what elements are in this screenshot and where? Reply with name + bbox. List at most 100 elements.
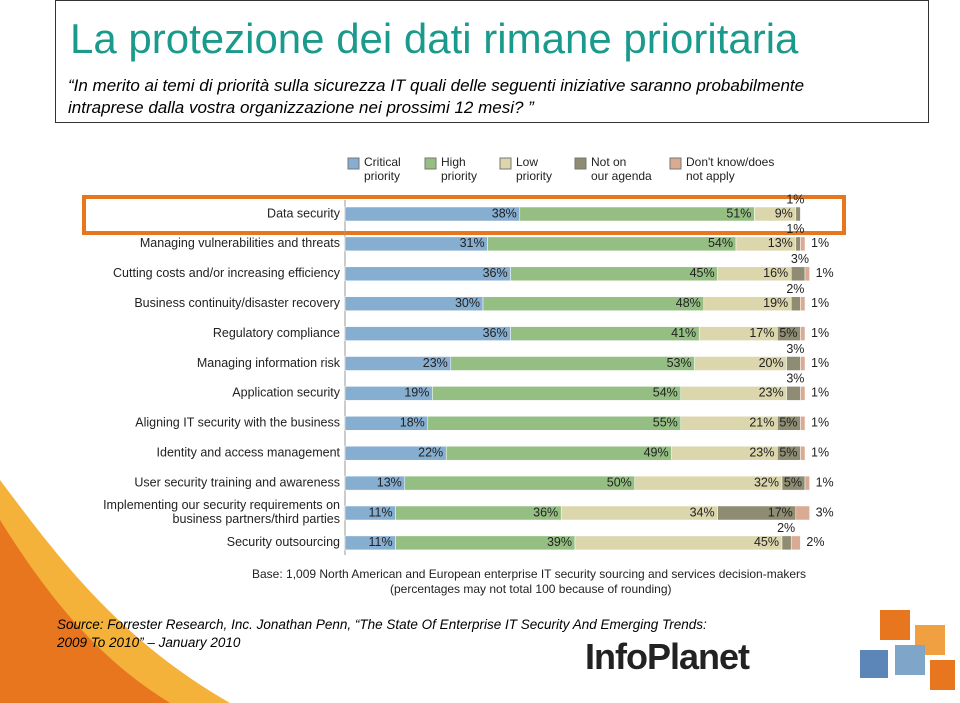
- value-label: 16%: [763, 266, 788, 280]
- bar-segment: [790, 296, 801, 311]
- value-label: 36%: [483, 266, 508, 280]
- value-label: 2%: [777, 521, 795, 535]
- value-label: 38%: [492, 206, 517, 220]
- legend-swatch: [424, 157, 437, 170]
- bar-segment: [519, 206, 755, 222]
- value-label: 1%: [811, 386, 829, 400]
- category-label: Regulatory compliance: [213, 326, 340, 340]
- value-label: 5%: [779, 416, 797, 430]
- category-label: Business continuity/disaster recovery: [134, 296, 340, 310]
- subtitle: “In merito ai temi di priorità sulla sic…: [68, 76, 805, 117]
- value-label: 1%: [811, 356, 829, 370]
- category-label: Managing information risk: [197, 356, 341, 370]
- bar-segment: [445, 445, 672, 461]
- value-label: 23%: [759, 386, 784, 400]
- bar-segment: [786, 356, 801, 371]
- value-label: 45%: [690, 266, 715, 280]
- value-label: 19%: [404, 386, 429, 400]
- value-label: 1%: [816, 475, 834, 489]
- value-label: 3%: [816, 505, 834, 519]
- value-label: 30%: [455, 296, 480, 310]
- value-label: 22%: [418, 445, 443, 459]
- decoration: [0, 520, 170, 703]
- legend-label: Not on our agenda: [591, 155, 652, 183]
- value-label: 51%: [726, 206, 751, 220]
- category-label: Data security: [267, 206, 341, 220]
- category-label: Managing vulnerabilities and threats: [140, 236, 340, 250]
- bar-segment: [487, 236, 737, 252]
- value-label: 17%: [749, 326, 774, 340]
- bar-segment: [427, 416, 682, 431]
- value-label: 1%: [811, 296, 829, 310]
- value-label: 41%: [671, 326, 696, 340]
- value-label: 1%: [786, 192, 804, 206]
- value-label: 21%: [749, 416, 774, 430]
- category-label: Application security: [232, 386, 340, 400]
- value-label: 3%: [786, 342, 804, 356]
- bar-segment: [795, 206, 801, 222]
- bar-segment: [790, 266, 806, 282]
- value-label: 9%: [775, 206, 793, 220]
- title: La protezione dei dati rimane prioritari…: [70, 15, 799, 62]
- value-label: 20%: [759, 356, 784, 370]
- value-label: 18%: [400, 416, 425, 430]
- highlight-box: [82, 195, 846, 235]
- value-label: 23%: [749, 445, 774, 459]
- value-label: 39%: [547, 535, 572, 549]
- value-label: 3%: [786, 372, 804, 386]
- bar-segment: [800, 236, 806, 252]
- value-label: 23%: [423, 356, 448, 370]
- bar-segment: [432, 386, 682, 401]
- legend-swatch: [669, 157, 682, 170]
- category-label: Aligning IT security with the business: [135, 416, 340, 430]
- value-label: 50%: [607, 475, 632, 489]
- value-label: 1%: [811, 236, 829, 250]
- bar-segment: [800, 386, 806, 401]
- bar-segment: [800, 356, 806, 371]
- value-label: 1%: [811, 326, 829, 340]
- value-label: 5%: [784, 475, 802, 489]
- value-label: 5%: [779, 326, 797, 340]
- bar-segment: [510, 266, 718, 282]
- legend-label: Critical priority: [364, 155, 401, 183]
- logo: InfoPlanet: [585, 636, 750, 677]
- value-label: 48%: [676, 296, 701, 310]
- bar-segment: [795, 236, 801, 252]
- value-label: 1%: [786, 222, 804, 236]
- value-label: 13%: [768, 236, 793, 250]
- category-label: Cutting costs and/or increasing efficien…: [113, 266, 341, 280]
- value-label: 49%: [644, 445, 669, 459]
- bar-segment: [800, 326, 806, 341]
- bar-segment: [786, 386, 801, 401]
- legend-label: High priority: [441, 155, 477, 183]
- legend-swatch: [499, 157, 512, 170]
- bar-segment: [450, 356, 695, 371]
- cubes: [860, 610, 955, 690]
- value-label: 13%: [377, 475, 402, 489]
- value-label: 19%: [763, 296, 788, 310]
- bar-segment: [795, 505, 810, 521]
- value-label: 11%: [369, 505, 393, 519]
- legend-label: Don't know/does not apply: [686, 155, 774, 183]
- bar-segment: [790, 535, 801, 551]
- bar-segment: [800, 296, 806, 311]
- note: (percentages may not total 100 because o…: [390, 582, 672, 596]
- bar-segment: [781, 535, 792, 551]
- bar-segment: [404, 475, 636, 491]
- value-label: 34%: [690, 505, 715, 519]
- value-label: 2%: [786, 282, 804, 296]
- category-label: Security outsourcing: [227, 535, 340, 549]
- value-label: 17%: [768, 505, 793, 519]
- bar-segment: [804, 266, 810, 282]
- value-label: 32%: [754, 475, 779, 489]
- legend-swatch: [347, 157, 360, 170]
- value-label: 54%: [653, 386, 678, 400]
- value-label: 54%: [708, 236, 733, 250]
- value-label: 53%: [667, 356, 692, 370]
- category-label: Implementing our security requirements o…: [103, 498, 340, 526]
- source: Source: Forrester Research, Inc. Jonatha…: [57, 617, 707, 650]
- value-label: 3%: [791, 252, 809, 266]
- bar-segment: [804, 475, 810, 491]
